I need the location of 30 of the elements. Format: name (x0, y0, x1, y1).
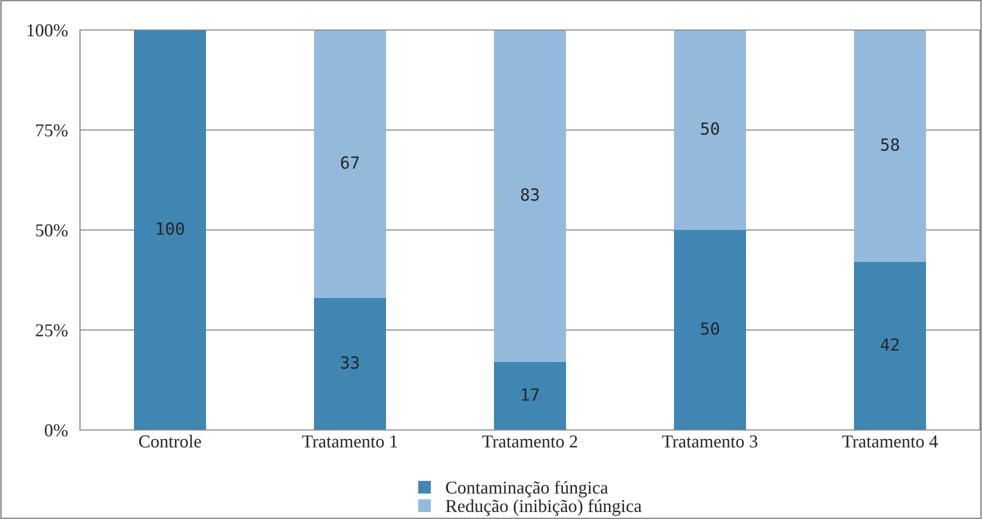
legend-label: Contaminação fúngica (446, 480, 608, 498)
y-tick-label: 75% (36, 124, 68, 136)
bar (854, 30, 926, 262)
x-tick-label: Tratamento 3 (662, 435, 758, 448)
bar (314, 30, 386, 298)
data-label: 50 (701, 122, 719, 135)
data-label: 42 (880, 338, 899, 351)
legend-label: Redução (inibição) fúngica (446, 499, 642, 516)
bar (314, 298, 386, 430)
data-label: 67 (341, 156, 359, 169)
x-tick-label: Tratamento 2 (482, 435, 578, 448)
bar (494, 30, 566, 362)
y-tick-label: 50% (36, 224, 68, 236)
data-label: 58 (881, 138, 899, 151)
data-label: 17 (522, 388, 539, 401)
data-label: 100 (156, 222, 184, 235)
bar (134, 30, 206, 430)
data-label: 33 (341, 356, 359, 369)
bar (494, 362, 566, 430)
x-tick-label: Tratamento 1 (302, 435, 397, 448)
x-tick-label: Tratamento 4 (842, 436, 938, 448)
bar (674, 30, 746, 230)
y-tick-label: 100% (28, 24, 68, 36)
data-label: 83 (521, 188, 539, 201)
x-tick-label: Controle (139, 434, 201, 448)
y-tick-label: 25% (36, 324, 68, 336)
bar (854, 262, 926, 430)
data-label: 50 (701, 322, 719, 335)
bar (674, 230, 746, 430)
y-tick-label: 0% (44, 424, 68, 436)
